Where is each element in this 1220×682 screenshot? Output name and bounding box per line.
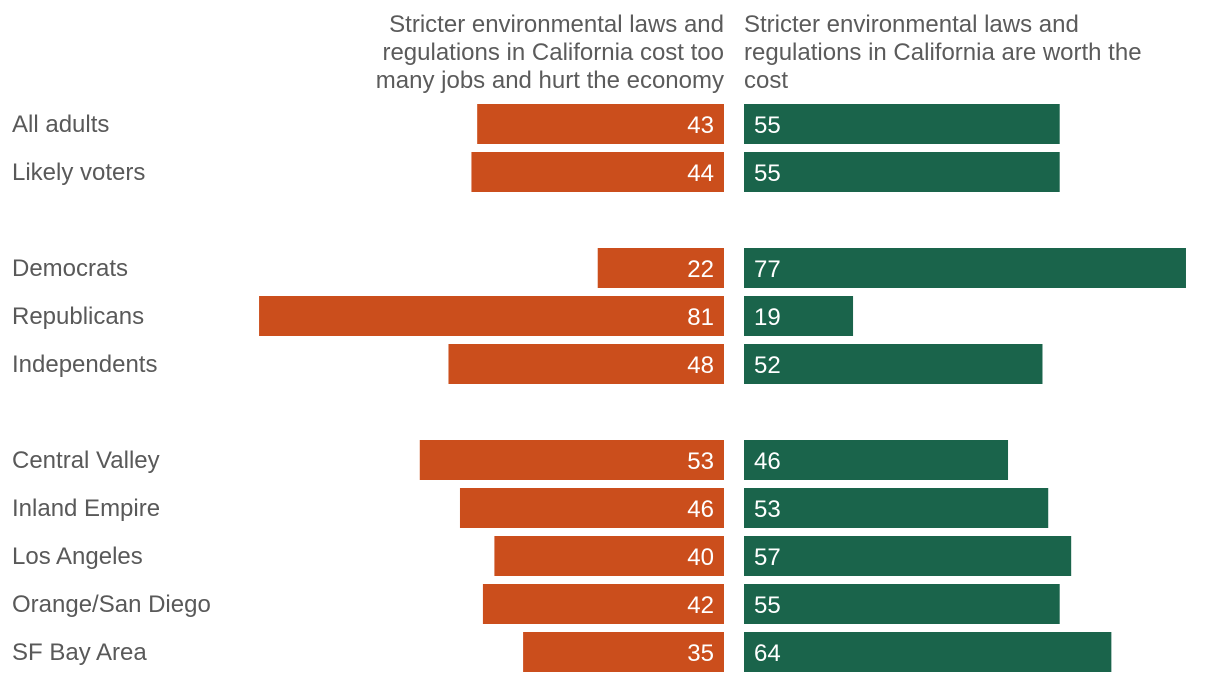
value-label-worth-cost-orange-san-diego: 55 [754,592,781,619]
bar-cost-jobs-orange-san-diego [482,584,724,624]
category-label-sf-bay-area: SF Bay Area [12,639,147,666]
bar-cost-jobs-los-angeles [494,536,724,576]
category-label-likely-voters: Likely voters [12,159,145,186]
bar-worth-cost-central-valley [744,440,1009,480]
value-label-worth-cost-central-valley: 46 [754,448,781,475]
value-label-cost-jobs-los-angeles: 40 [687,544,714,571]
value-label-cost-jobs-sf-bay-area: 35 [687,640,714,667]
value-label-cost-jobs-all-adults: 43 [687,112,714,139]
value-label-cost-jobs-likely-voters: 44 [687,160,714,187]
bar-cost-jobs-all-adults [477,104,724,144]
category-label-inland-empire: Inland Empire [12,495,160,522]
value-label-worth-cost-likely-voters: 55 [754,160,781,187]
row-central-valley: Central Valley 53 46 [12,440,1009,480]
bar-worth-cost-independents [744,344,1043,384]
row-los-angeles: Los Angeles 40 57 [12,536,1072,576]
left-header-line-3: many jobs and hurt the economy [376,67,724,94]
category-label-los-angeles: Los Angeles [12,543,143,570]
bar-worth-cost-all-adults [744,104,1060,144]
value-label-cost-jobs-democrats: 22 [687,256,714,283]
bar-worth-cost-democrats [744,248,1186,288]
value-label-worth-cost-democrats: 77 [754,256,781,283]
value-label-worth-cost-republicans: 19 [754,304,781,331]
bar-worth-cost-sf-bay-area [744,632,1112,672]
value-label-cost-jobs-inland-empire: 46 [687,496,714,523]
bar-cost-jobs-central-valley [419,440,724,480]
bar-worth-cost-inland-empire [744,488,1049,528]
right-header-line-2: regulations in California are worth the [744,39,1142,66]
row-inland-empire: Inland Empire 46 53 [12,488,1049,528]
bar-worth-cost-republicans [744,296,854,336]
right-header-line-3: cost [744,67,788,94]
right-header-line-1: Stricter environmental laws and [744,11,1079,38]
row-independents: Independents 48 52 [12,344,1043,384]
value-label-worth-cost-inland-empire: 53 [754,496,781,523]
bar-worth-cost-orange-san-diego [744,584,1060,624]
bar-cost-jobs-inland-empire [459,488,724,528]
row-republicans: Republicans 81 19 [12,296,854,336]
right-series-header: Stricter environmental laws and regulati… [744,11,1142,94]
category-label-republicans: Republicans [12,303,144,330]
category-label-independents: Independents [12,351,157,378]
bar-cost-jobs-democrats [597,248,724,288]
bar-worth-cost-los-angeles [744,536,1072,576]
row-likely-voters: Likely voters 44 55 [12,152,1060,192]
bar-cost-jobs-independents [448,344,724,384]
row-orange-san-diego: Orange/San Diego 42 55 [12,584,1060,624]
left-series-header: Stricter environmental laws and regulati… [376,11,724,94]
value-label-worth-cost-all-adults: 55 [754,112,781,139]
row-sf-bay-area: SF Bay Area 35 64 [12,632,1112,672]
value-label-worth-cost-independents: 52 [754,352,781,379]
value-label-cost-jobs-republicans: 81 [687,304,714,331]
left-header-line-1: Stricter environmental laws and [389,11,724,38]
left-header-line-2: regulations in California cost too [382,39,724,66]
value-label-cost-jobs-independents: 48 [687,352,714,379]
value-label-worth-cost-los-angeles: 57 [754,544,781,571]
category-label-orange-san-diego: Orange/San Diego [12,591,211,618]
bar-worth-cost-likely-voters [744,152,1060,192]
value-label-cost-jobs-central-valley: 53 [687,448,714,475]
category-label-democrats: Democrats [12,255,128,282]
row-all-adults: All adults 43 55 [12,104,1060,144]
bar-cost-jobs-republicans [259,296,724,336]
chart-rows: All adults 43 55 Likely voters 44 55 Democrats… [12,104,1186,672]
category-label-central-valley: Central Valley [12,447,160,474]
value-label-cost-jobs-orange-san-diego: 42 [687,592,714,619]
row-democrats: Democrats 22 77 [12,248,1186,288]
bar-cost-jobs-likely-voters [471,152,724,192]
bar-cost-jobs-sf-bay-area [523,632,724,672]
value-label-worth-cost-sf-bay-area: 64 [754,640,781,667]
category-label-all-adults: All adults [12,111,109,138]
